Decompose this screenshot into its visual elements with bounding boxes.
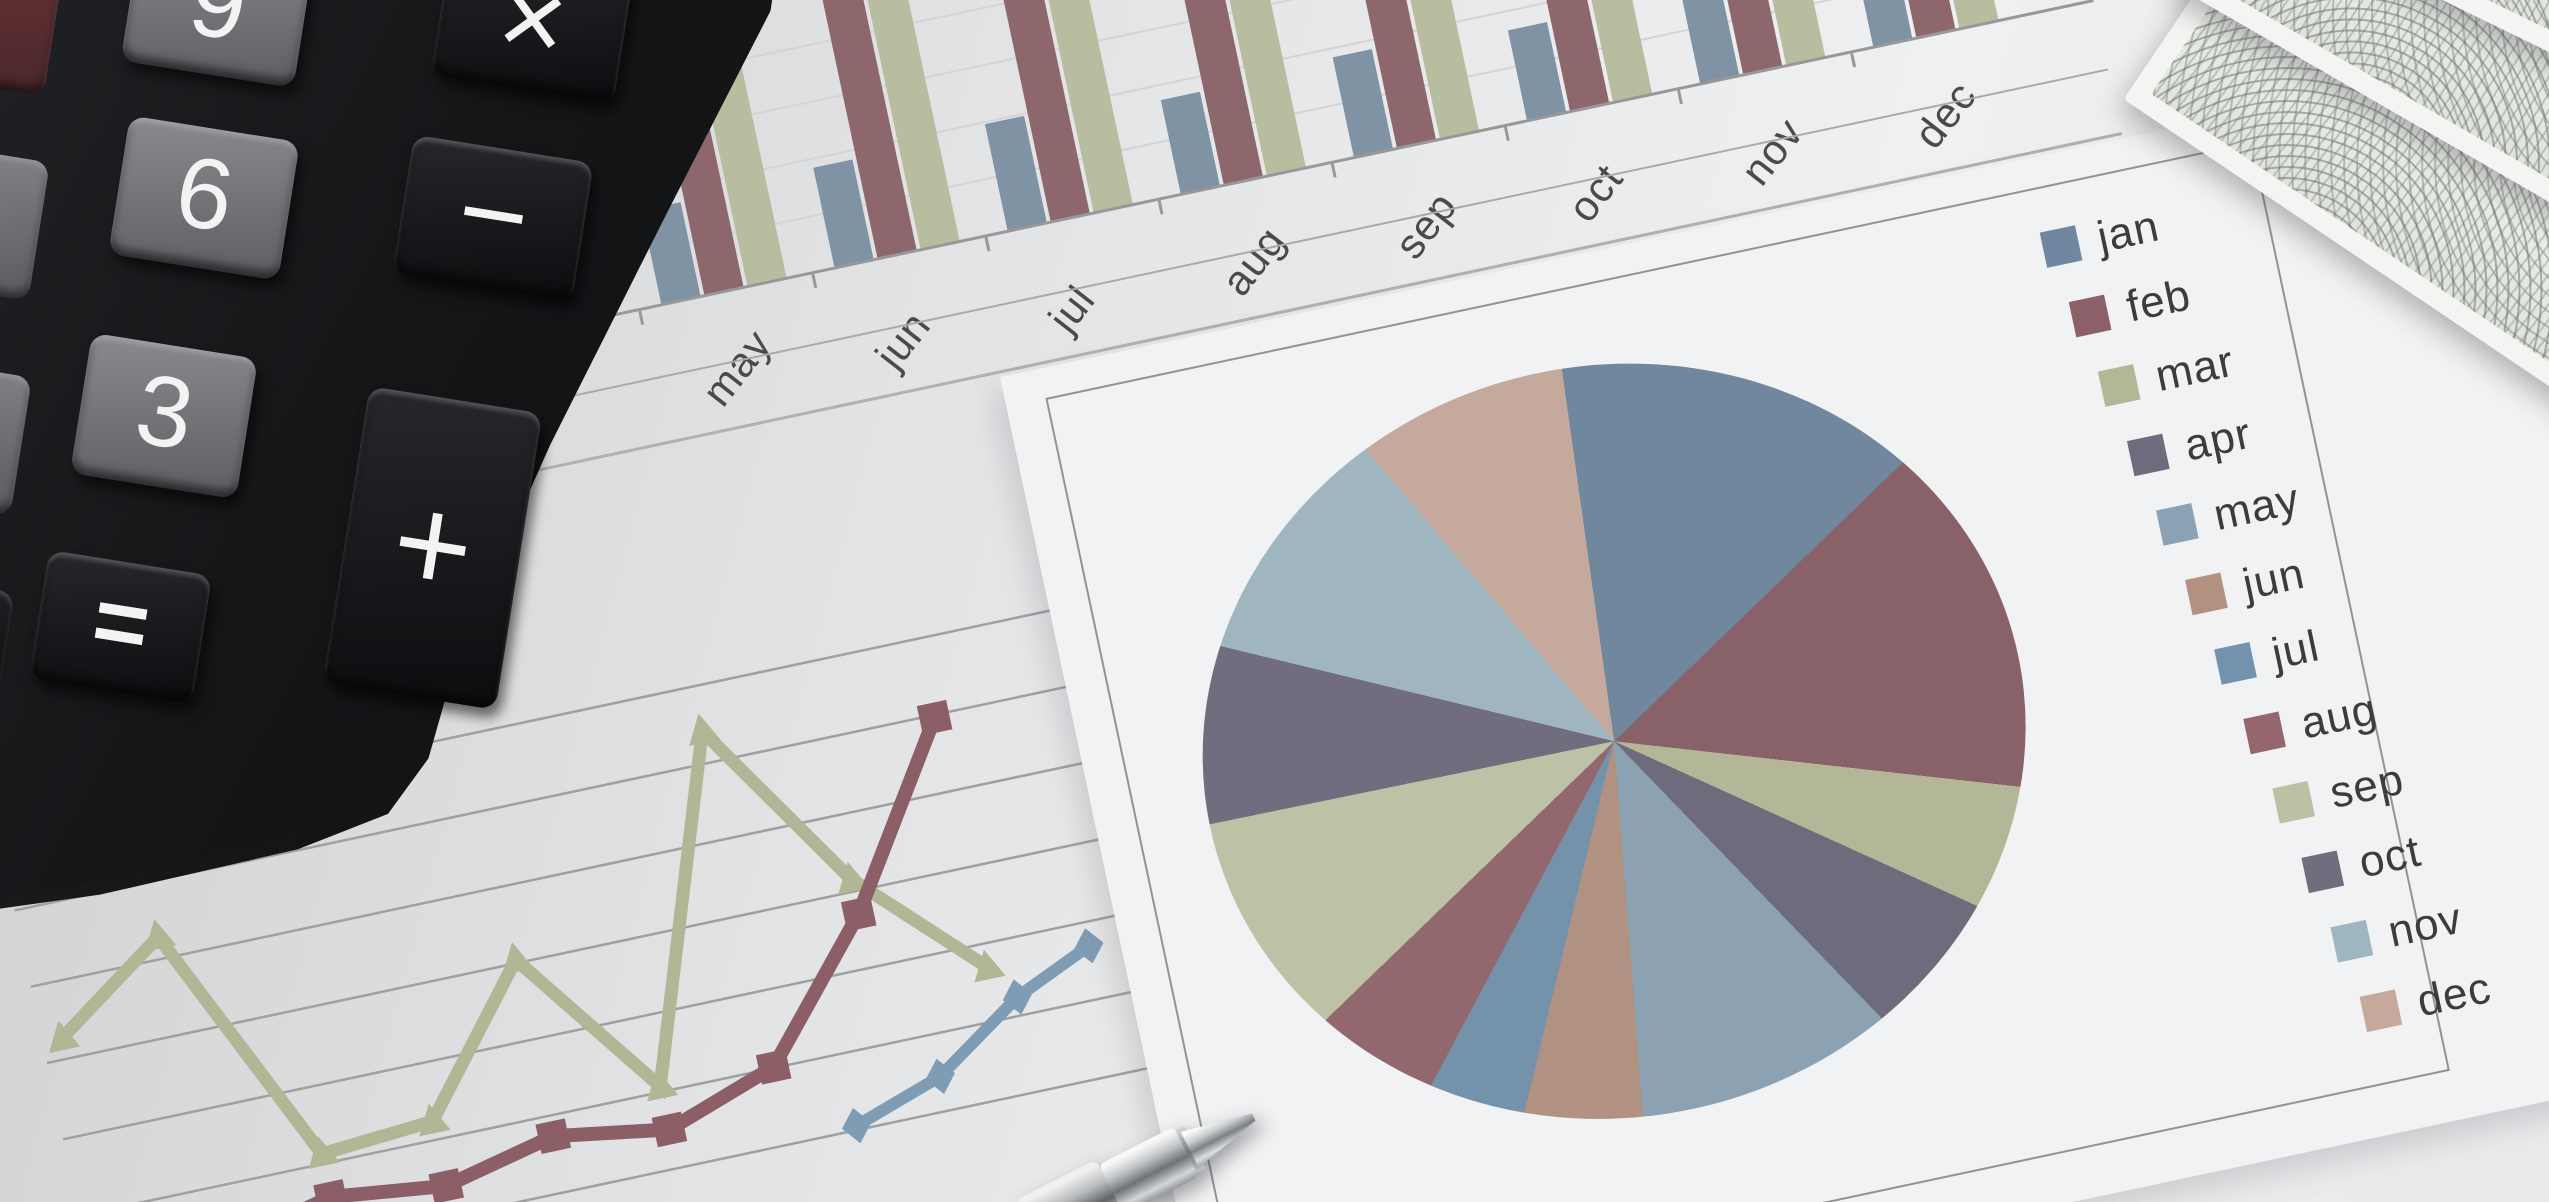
legend-swatch-jan [2039, 225, 2083, 268]
dollar-bills [2080, 0, 2549, 620]
legend-label-aug: aug [2296, 684, 2382, 749]
triangle-marker-sage-green [419, 1103, 451, 1137]
line-series-maroon [60, 715, 942, 1202]
legend-item-jul: jul [2213, 621, 2324, 691]
bar-axis-label-nov: nov [1731, 109, 1813, 194]
bar-group-oct [1468, 0, 1653, 121]
square-marker-maroon [535, 1118, 572, 1154]
axis-tick [1330, 163, 1337, 178]
bar-group-jul [946, 0, 1133, 231]
legend-label-dec: dec [2412, 963, 2496, 1027]
legend-swatch-dec [2359, 989, 2403, 1033]
diamond-marker-blue-gray [1002, 979, 1033, 1015]
axis-tick [1503, 126, 1510, 142]
bar-axis-label-jun: jun [866, 302, 940, 378]
legend-swatch-nov [2330, 919, 2374, 963]
calculator-key-3-label: 3 [128, 351, 201, 472]
diamond-marker-blue-gray [1074, 928, 1104, 964]
legend-swatch-aug [2243, 711, 2286, 755]
diamond-marker-blue-gray [925, 1058, 955, 1094]
line-series-blue-gray [853, 940, 1093, 1131]
pie-chart [1132, 287, 2097, 1195]
legend-swatch-oct [2301, 850, 2345, 894]
calculator-key-9-label: 9 [181, 0, 255, 63]
triangle-marker-sage-green [48, 1020, 81, 1054]
bar-axis-label-dec: dec [1904, 72, 1986, 157]
calculator-key-plus-label: + [382, 463, 484, 625]
legend-swatch-jul [2214, 642, 2257, 685]
square-marker-maroon [428, 1168, 465, 1202]
bar-axis-label-sep: sep [1385, 182, 1467, 268]
bar-axis-label-aug: aug [1212, 217, 1295, 305]
calculator-key-6-label: 6 [168, 133, 241, 254]
legend-item-nov: nov [2329, 894, 2467, 970]
calculator-key-3: 3 [69, 332, 259, 500]
bar-group-nov [1638, 0, 1826, 84]
triangle-marker-sage-green [974, 949, 1006, 983]
calculator-key-minus: − [392, 134, 594, 302]
legend-swatch-sep [2272, 780, 2316, 824]
diamond-marker-blue-gray [842, 1108, 872, 1144]
axis-tick [1157, 200, 1164, 215]
bar-axis-label-oct: oct [1558, 155, 1632, 231]
square-marker-maroon [651, 1111, 688, 1148]
legend-item-dec: dec [2358, 963, 2496, 1039]
legend-label-nov: nov [2383, 893, 2467, 957]
legend-label-jul: jul [2267, 621, 2324, 679]
triangle-marker-sage-green [308, 1136, 341, 1169]
square-marker-maroon [313, 1179, 349, 1202]
line-chart [0, 541, 1466, 1202]
triangle-marker-sage-green [838, 861, 870, 895]
legend-item-oct: oct [2300, 827, 2426, 900]
bar-group-jun [771, 0, 960, 268]
triangle-marker-sage-green [647, 1068, 679, 1102]
axis-tick [1677, 89, 1683, 105]
calculator-key-equals-label: = [85, 565, 157, 680]
legend-label-oct: oct [2354, 826, 2426, 888]
square-marker-maroon [916, 699, 953, 736]
axis-tick [811, 273, 818, 289]
axis-tick [638, 310, 645, 326]
legend-item-aug: aug [2242, 685, 2382, 761]
axis-tick [1850, 53, 1857, 68]
bar-group-aug [1116, 0, 1306, 194]
bar-group-sep [1293, 0, 1480, 158]
calculator-key-equals: = [28, 549, 213, 705]
bar-axis-label-jul: jul [1039, 276, 1104, 341]
triangle-marker-sage-green [144, 919, 177, 952]
triangle-marker-sage-green [502, 942, 534, 975]
legend-item-sep: sep [2271, 755, 2409, 831]
legend-label-sep: sep [2325, 754, 2409, 818]
calculator-key-multiply-label: × [489, 0, 577, 88]
triangle-marker-sage-green [689, 713, 721, 747]
square-marker-maroon [840, 895, 877, 932]
square-marker-maroon [755, 1049, 792, 1085]
axis-tick [984, 237, 991, 252]
calculator-key-minus-label: − [448, 142, 539, 286]
calculator-key-6: 6 [108, 115, 300, 281]
